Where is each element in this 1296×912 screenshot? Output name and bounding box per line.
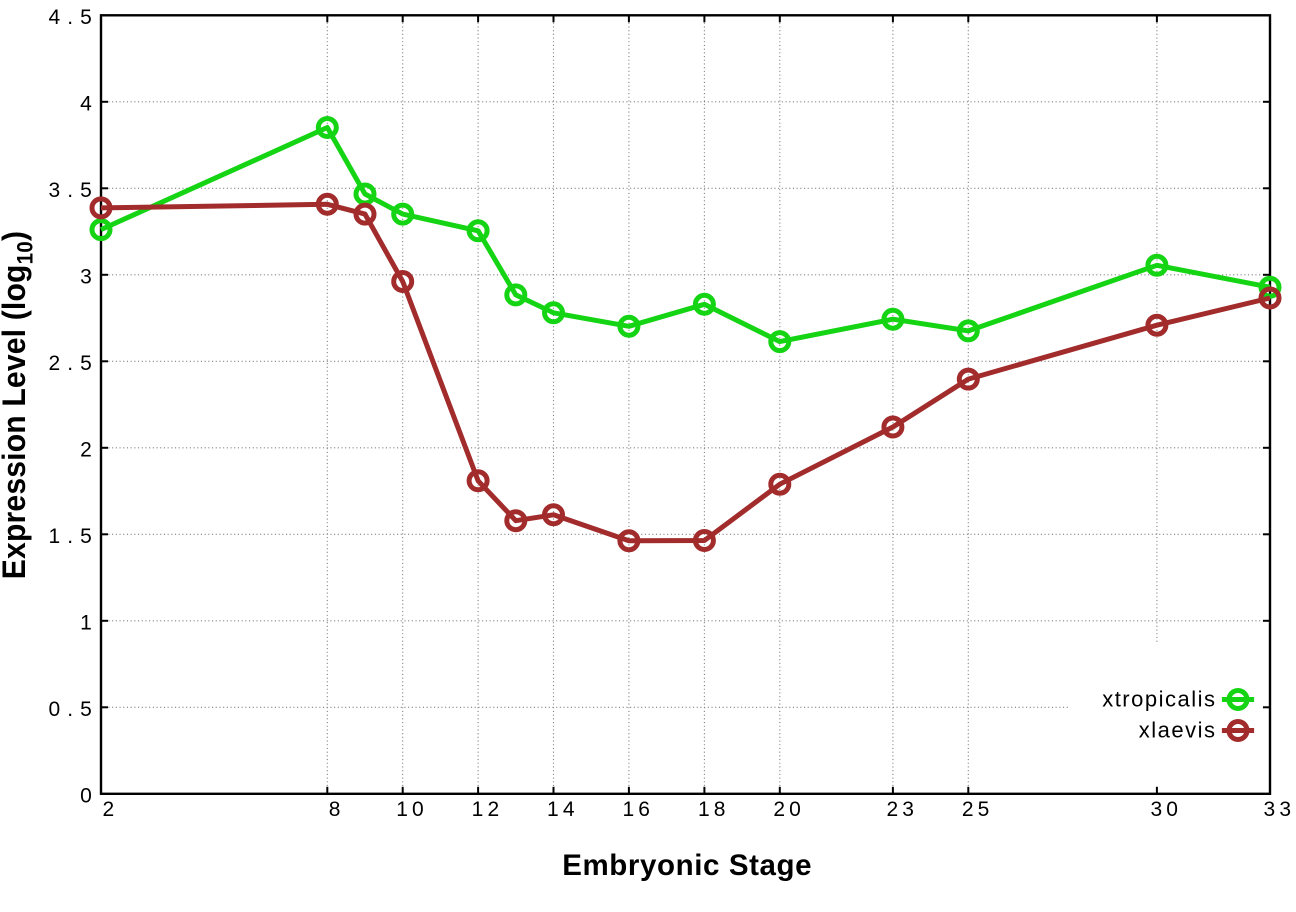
svg-text:.: .: [67, 6, 73, 29]
svg-text:1: 1: [80, 612, 92, 635]
svg-text:5: 5: [80, 525, 92, 548]
svg-text:1: 1: [49, 525, 61, 548]
svg-text:0: 0: [49, 698, 61, 721]
svg-text:2: 2: [80, 439, 92, 462]
svg-text:3: 3: [80, 266, 92, 289]
svg-text:3: 3: [1264, 798, 1276, 821]
svg-text:3: 3: [1279, 798, 1291, 821]
svg-text:0: 0: [789, 798, 801, 821]
svg-text:1: 1: [622, 798, 634, 821]
svg-text:1: 1: [698, 798, 710, 821]
svg-text:5: 5: [80, 6, 92, 29]
svg-text:Expression Level (log10): Expression Level (log10): [0, 231, 38, 579]
svg-text:3: 3: [902, 798, 914, 821]
svg-text:0: 0: [1166, 798, 1178, 821]
svg-text:0: 0: [80, 785, 92, 808]
svg-text:5: 5: [80, 698, 92, 721]
svg-text:1: 1: [472, 798, 484, 821]
svg-text:5: 5: [80, 352, 92, 375]
svg-text:4: 4: [49, 6, 61, 29]
svg-text:4: 4: [80, 93, 92, 116]
svg-text:2: 2: [962, 798, 974, 821]
svg-text:xlaevis: xlaevis: [1139, 718, 1217, 743]
svg-text:8: 8: [329, 798, 341, 821]
svg-text:2: 2: [49, 352, 61, 375]
svg-text:.: .: [67, 352, 73, 375]
svg-text:0: 0: [412, 798, 424, 821]
svg-text:xtropicalis: xtropicalis: [1102, 687, 1216, 712]
svg-text:4: 4: [563, 798, 575, 821]
svg-text:Embryonic Stage: Embryonic Stage: [562, 849, 812, 882]
svg-text:3: 3: [49, 179, 61, 202]
svg-text:.: .: [67, 179, 73, 202]
svg-text:2: 2: [773, 798, 785, 821]
svg-text:5: 5: [978, 798, 990, 821]
svg-text:2: 2: [102, 798, 114, 821]
svg-text:1: 1: [547, 798, 559, 821]
svg-text:5: 5: [80, 179, 92, 202]
svg-text:2: 2: [886, 798, 898, 821]
svg-text:2: 2: [487, 798, 499, 821]
svg-text:.: .: [67, 525, 73, 548]
svg-text:1: 1: [396, 798, 408, 821]
svg-text:8: 8: [714, 798, 726, 821]
svg-text:.: .: [67, 698, 73, 721]
svg-text:3: 3: [1150, 798, 1162, 821]
svg-text:6: 6: [638, 798, 650, 821]
